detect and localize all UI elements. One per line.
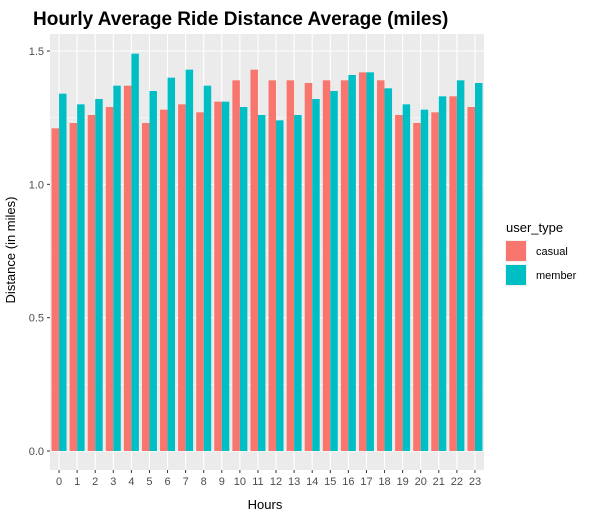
bar-casual-12 bbox=[268, 80, 277, 451]
x-tick-label: 10 bbox=[234, 476, 246, 488]
y-tick-label: 0.5 bbox=[29, 313, 44, 325]
bar-casual-4 bbox=[123, 85, 132, 452]
legend-label-member: member bbox=[536, 270, 577, 282]
x-tick-label: 5 bbox=[146, 476, 152, 488]
bar-member-14 bbox=[312, 99, 320, 451]
bar-member-5 bbox=[149, 91, 157, 451]
y-axis-title: Distance (in miles) bbox=[3, 197, 18, 304]
bar-member-23 bbox=[474, 83, 483, 451]
x-tick-label: 6 bbox=[164, 476, 170, 488]
bar-casual-18 bbox=[377, 80, 385, 451]
legend: user_type casual member bbox=[505, 220, 577, 286]
bar-casual-23 bbox=[467, 107, 475, 451]
bar-member-21 bbox=[438, 96, 447, 451]
bar-member-20 bbox=[420, 109, 429, 452]
bar-casual-3 bbox=[105, 107, 114, 451]
bar-casual-19 bbox=[395, 115, 403, 451]
bar-casual-5 bbox=[141, 123, 150, 451]
x-tick-label: 12 bbox=[270, 476, 282, 488]
bar-member-6 bbox=[167, 77, 176, 452]
bar-member-4 bbox=[131, 53, 139, 452]
x-tick-label: 4 bbox=[128, 476, 134, 488]
bar-casual-16 bbox=[340, 80, 349, 451]
x-tick-label: 18 bbox=[378, 476, 390, 488]
bar-member-0 bbox=[59, 93, 67, 452]
bar-member-8 bbox=[203, 85, 212, 452]
chart-title: Hourly Average Ride Distance Average (mi… bbox=[33, 9, 448, 30]
x-tick-label: 11 bbox=[252, 476, 263, 488]
bar-casual-13 bbox=[286, 80, 295, 451]
bars-group bbox=[51, 53, 483, 452]
x-tick-label: 0 bbox=[56, 476, 62, 488]
bar-member-18 bbox=[384, 88, 393, 451]
bar-casual-8 bbox=[196, 112, 204, 451]
bar-member-11 bbox=[257, 115, 266, 451]
legend-swatch-casual bbox=[506, 241, 526, 261]
x-tick-label: 20 bbox=[415, 476, 427, 488]
bar-member-13 bbox=[294, 115, 302, 451]
bar-member-16 bbox=[348, 75, 356, 451]
bar-member-17 bbox=[366, 72, 374, 451]
x-tick-label: 23 bbox=[469, 476, 481, 488]
bar-member-19 bbox=[402, 104, 411, 451]
x-tick-label: 21 bbox=[433, 476, 445, 488]
bar-casual-15 bbox=[322, 80, 331, 451]
x-axis-title: Hours bbox=[248, 497, 283, 512]
bar-casual-22 bbox=[449, 96, 457, 451]
x-tick-label: 2 bbox=[92, 476, 98, 488]
bar-member-22 bbox=[456, 80, 465, 451]
bar-member-15 bbox=[330, 91, 338, 451]
y-tick-label: 1.5 bbox=[29, 46, 44, 58]
bar-casual-9 bbox=[214, 101, 222, 452]
bar-member-9 bbox=[221, 101, 230, 452]
legend-title: user_type bbox=[506, 220, 563, 235]
bar-member-3 bbox=[113, 85, 121, 452]
bar-casual-1 bbox=[69, 123, 78, 451]
bar-casual-6 bbox=[160, 109, 168, 452]
bar-member-12 bbox=[276, 120, 284, 451]
legend-label-casual: casual bbox=[536, 246, 568, 258]
bar-casual-0 bbox=[51, 128, 60, 452]
x-tick-label: 9 bbox=[219, 476, 225, 488]
x-tick-label: 13 bbox=[288, 476, 300, 488]
bar-casual-11 bbox=[250, 69, 258, 452]
bar-member-2 bbox=[95, 99, 103, 451]
bar-casual-7 bbox=[178, 104, 186, 451]
x-tick-label: 8 bbox=[201, 476, 207, 488]
x-tick-label: 17 bbox=[360, 476, 372, 488]
x-tick-label: 14 bbox=[306, 476, 318, 488]
y-tick-label: 1.0 bbox=[29, 179, 44, 191]
bar-casual-20 bbox=[413, 123, 421, 451]
x-tick-label: 16 bbox=[342, 476, 354, 488]
x-tick-label: 19 bbox=[397, 476, 409, 488]
x-tick-label: 15 bbox=[324, 476, 336, 488]
x-tick-label: 1 bbox=[74, 476, 80, 488]
x-axis: 0 1 2 3 4 5 6 7 8 9 10 11 12 13 14 15 16 17 18 19 20 21 22 23 bbox=[56, 470, 481, 488]
legend-swatch-member bbox=[506, 265, 526, 285]
bar-casual-2 bbox=[87, 115, 96, 451]
bar-casual-14 bbox=[304, 83, 313, 451]
bar-member-10 bbox=[239, 107, 248, 451]
bar-casual-21 bbox=[431, 112, 439, 451]
y-axis: 0.0 0.5 1.0 1.5 bbox=[29, 46, 50, 458]
x-tick-label: 3 bbox=[110, 476, 116, 488]
bar-casual-10 bbox=[232, 80, 240, 451]
minor-gridlines bbox=[50, 117, 484, 385]
bar-casual-17 bbox=[358, 72, 367, 451]
x-tick-label: 22 bbox=[451, 476, 463, 488]
x-tick-label: 7 bbox=[183, 476, 189, 488]
bar-member-1 bbox=[77, 104, 85, 451]
bar-member-7 bbox=[185, 69, 194, 452]
y-tick-label: 0.0 bbox=[29, 446, 44, 458]
plot-panel bbox=[50, 34, 484, 470]
